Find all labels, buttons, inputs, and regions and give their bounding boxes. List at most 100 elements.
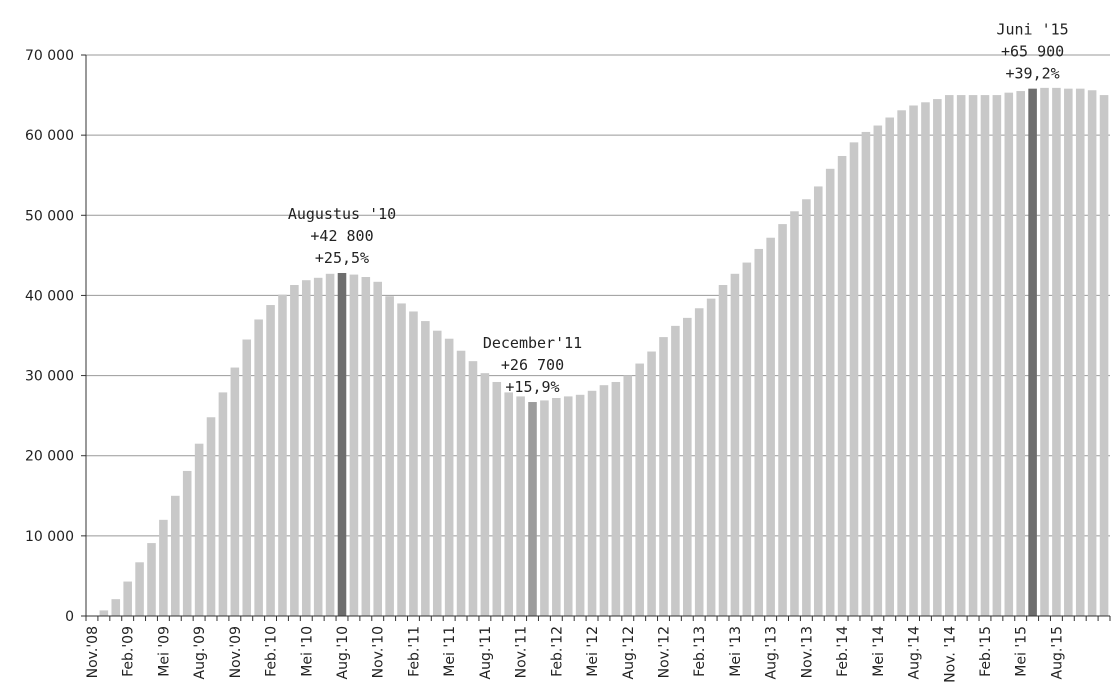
bar — [909, 105, 918, 617]
x-tick-label: Mei '13 — [728, 626, 744, 677]
bar — [718, 285, 728, 616]
y-tick-label: 30 000 — [25, 369, 74, 385]
bar — [873, 125, 883, 616]
bar — [218, 392, 228, 616]
bar — [182, 470, 192, 616]
x-tick-label: Nov.'12 — [656, 626, 672, 678]
bar — [1016, 91, 1025, 616]
axes — [81, 54, 1111, 621]
x-tick-label: Nov.'09 — [228, 626, 244, 678]
bar — [290, 285, 299, 616]
bar — [825, 168, 835, 617]
bar — [373, 281, 382, 616]
y-tick-label: 70 000 — [25, 48, 74, 64]
bar — [325, 273, 335, 616]
annotation-line: December'11 — [483, 334, 582, 352]
bar — [278, 294, 287, 616]
bar — [1004, 92, 1014, 617]
x-tick-label: Feb.'15 — [978, 626, 994, 677]
x-tick-label: Feb.'10 — [264, 626, 280, 677]
bar — [194, 443, 204, 616]
x-tick-label: Feb.'14 — [835, 626, 851, 677]
bar — [147, 543, 156, 616]
bar — [337, 272, 347, 616]
bar — [504, 392, 513, 616]
bar — [790, 211, 799, 616]
x-tick-label: Feb.'12 — [549, 626, 565, 677]
bar — [933, 99, 942, 616]
bar — [956, 95, 966, 616]
annotation-line: +25,5% — [315, 249, 369, 267]
annotation-line: +15,9% — [505, 378, 559, 396]
bar — [992, 95, 1002, 616]
bar — [778, 224, 787, 616]
bar — [587, 390, 597, 616]
x-tick-label: Nov. '14 — [942, 626, 958, 683]
bar — [742, 262, 752, 616]
x-tick-label: Mei '14 — [871, 626, 887, 677]
bar — [266, 305, 275, 616]
bar — [730, 273, 740, 616]
bar — [206, 417, 216, 616]
annotation: December'11 +26 700 +15,9% — [483, 334, 582, 396]
bar — [171, 495, 180, 616]
bar — [837, 155, 847, 617]
bar — [456, 350, 466, 616]
bar — [921, 102, 930, 616]
x-tick-label: Nov.'11 — [514, 626, 530, 678]
bar — [349, 274, 359, 616]
x-tick-label: Aug.'12 — [621, 626, 637, 679]
x-tick-label: Aug.'09 — [192, 626, 208, 679]
x-tick-label: Feb.'11 — [406, 626, 422, 677]
x-tick-label: Aug.'14 — [907, 626, 923, 680]
x-tick-label: Aug.'10 — [335, 626, 351, 679]
bar — [897, 110, 906, 617]
bar — [361, 277, 371, 616]
bar — [159, 519, 168, 616]
bar — [111, 599, 121, 616]
bar — [968, 95, 978, 616]
bar — [980, 95, 990, 616]
bar — [468, 361, 478, 616]
bar — [1052, 87, 1061, 617]
annotation: Juni '15 +65 900 +39,2% — [996, 21, 1068, 83]
bar — [599, 385, 609, 616]
y-tick-labels: 0 10 000 20 000 30 000 40 000 50 000 60 000 70 … — [25, 48, 74, 625]
bar — [563, 396, 573, 616]
x-tick-label: Aug.'11 — [478, 626, 494, 679]
bar — [123, 581, 132, 616]
bars — [99, 87, 1109, 617]
x-tick-labels: Nov.'08 Feb.'09 Mei '09 Aug.'09 Nov.'09 Feb.'… — [85, 626, 1065, 683]
x-tick-label: Feb.'13 — [692, 626, 708, 677]
bar — [1064, 88, 1073, 616]
y-tick-label: 60 000 — [25, 128, 74, 144]
annotation-line: Juni '15 — [996, 21, 1068, 39]
bar — [480, 373, 490, 616]
x-tick-label: Mei '11 — [442, 626, 458, 677]
x-tick-label: Aug.'13 — [764, 626, 780, 679]
bar — [885, 117, 894, 616]
bar — [766, 237, 775, 617]
bar — [432, 330, 442, 616]
bar — [516, 396, 525, 616]
bar — [552, 398, 561, 616]
bar — [944, 95, 954, 616]
annotations: Augustus '10 +42 800 +25,5% December'11 +26 … — [288, 21, 1069, 396]
annotation-line: +65 900 — [1001, 43, 1064, 61]
bar — [1075, 88, 1085, 616]
annotation-line: Augustus '10 — [288, 205, 396, 223]
bar — [659, 337, 668, 616]
bar — [1099, 95, 1109, 616]
bar — [385, 296, 394, 616]
x-tick-label: Mei '09 — [156, 626, 172, 677]
annotation-line: +39,2% — [1006, 65, 1060, 83]
y-tick-label: 50 000 — [25, 208, 74, 224]
bar — [635, 363, 644, 616]
bar — [623, 375, 633, 616]
annotation-line: +26 700 — [501, 356, 564, 374]
bar — [813, 186, 823, 616]
bar — [611, 381, 621, 616]
bar — [802, 199, 811, 616]
y-tick-label: 0 — [65, 609, 74, 625]
